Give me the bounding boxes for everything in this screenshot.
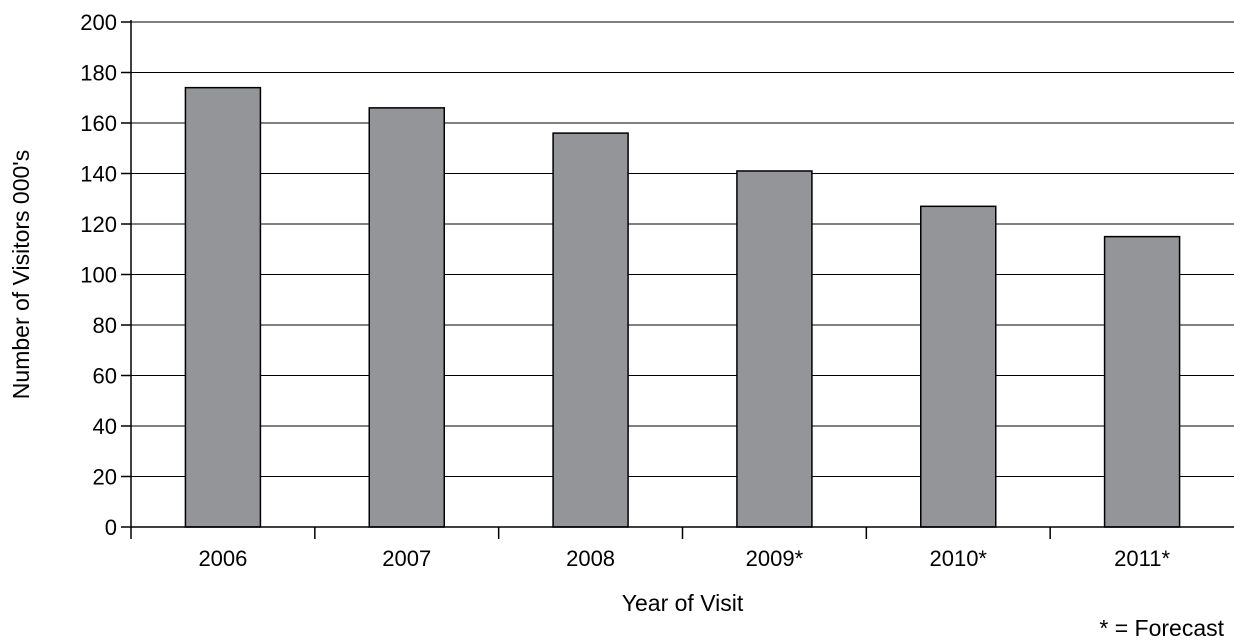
y-tick-label: 60 — [93, 364, 117, 389]
y-tick-label: 0 — [105, 515, 117, 540]
axes — [130, 20, 1234, 539]
forecast-note: * = Forecast — [1099, 615, 1224, 641]
y-tick-label: 80 — [93, 313, 117, 338]
y-axis-title: Number of Visitors 000's — [8, 150, 34, 399]
bar-2009 — [736, 170, 813, 528]
y-ticks: 0 20 40 60 80 100 120 140 160 180 200 — [80, 10, 131, 540]
y-tick-label: 200 — [80, 10, 117, 35]
y-tick-label: 20 — [93, 465, 117, 490]
x-tick-label: 2006 — [198, 546, 247, 571]
x-tick-label: 2009* — [746, 546, 804, 571]
y-tick-label: 180 — [80, 61, 117, 86]
x-tick-label: 2008 — [566, 546, 615, 571]
y-tick-label: 120 — [80, 212, 117, 237]
bar-2006 — [184, 86, 262, 528]
x-tick-label: 2007 — [382, 546, 431, 571]
bar-2007 — [368, 107, 445, 528]
bars — [184, 86, 1181, 528]
x-tick-label: 2010* — [929, 546, 987, 571]
y-tick-label: 100 — [80, 263, 117, 288]
x-tick-label: 2011* — [1114, 546, 1170, 571]
gridlines — [131, 21, 1234, 477]
bar-2010 — [920, 205, 997, 528]
x-axis-title: Year of Visit — [622, 590, 744, 616]
y-tick-label: 40 — [93, 414, 117, 439]
bar-2011 — [1103, 235, 1181, 528]
y-tick-label: 140 — [80, 162, 117, 187]
x-ticks: 2006 2007 2008 2009* 2010* 2011* — [198, 527, 1170, 571]
y-tick-label: 160 — [80, 111, 117, 136]
bar-2008 — [552, 132, 629, 528]
